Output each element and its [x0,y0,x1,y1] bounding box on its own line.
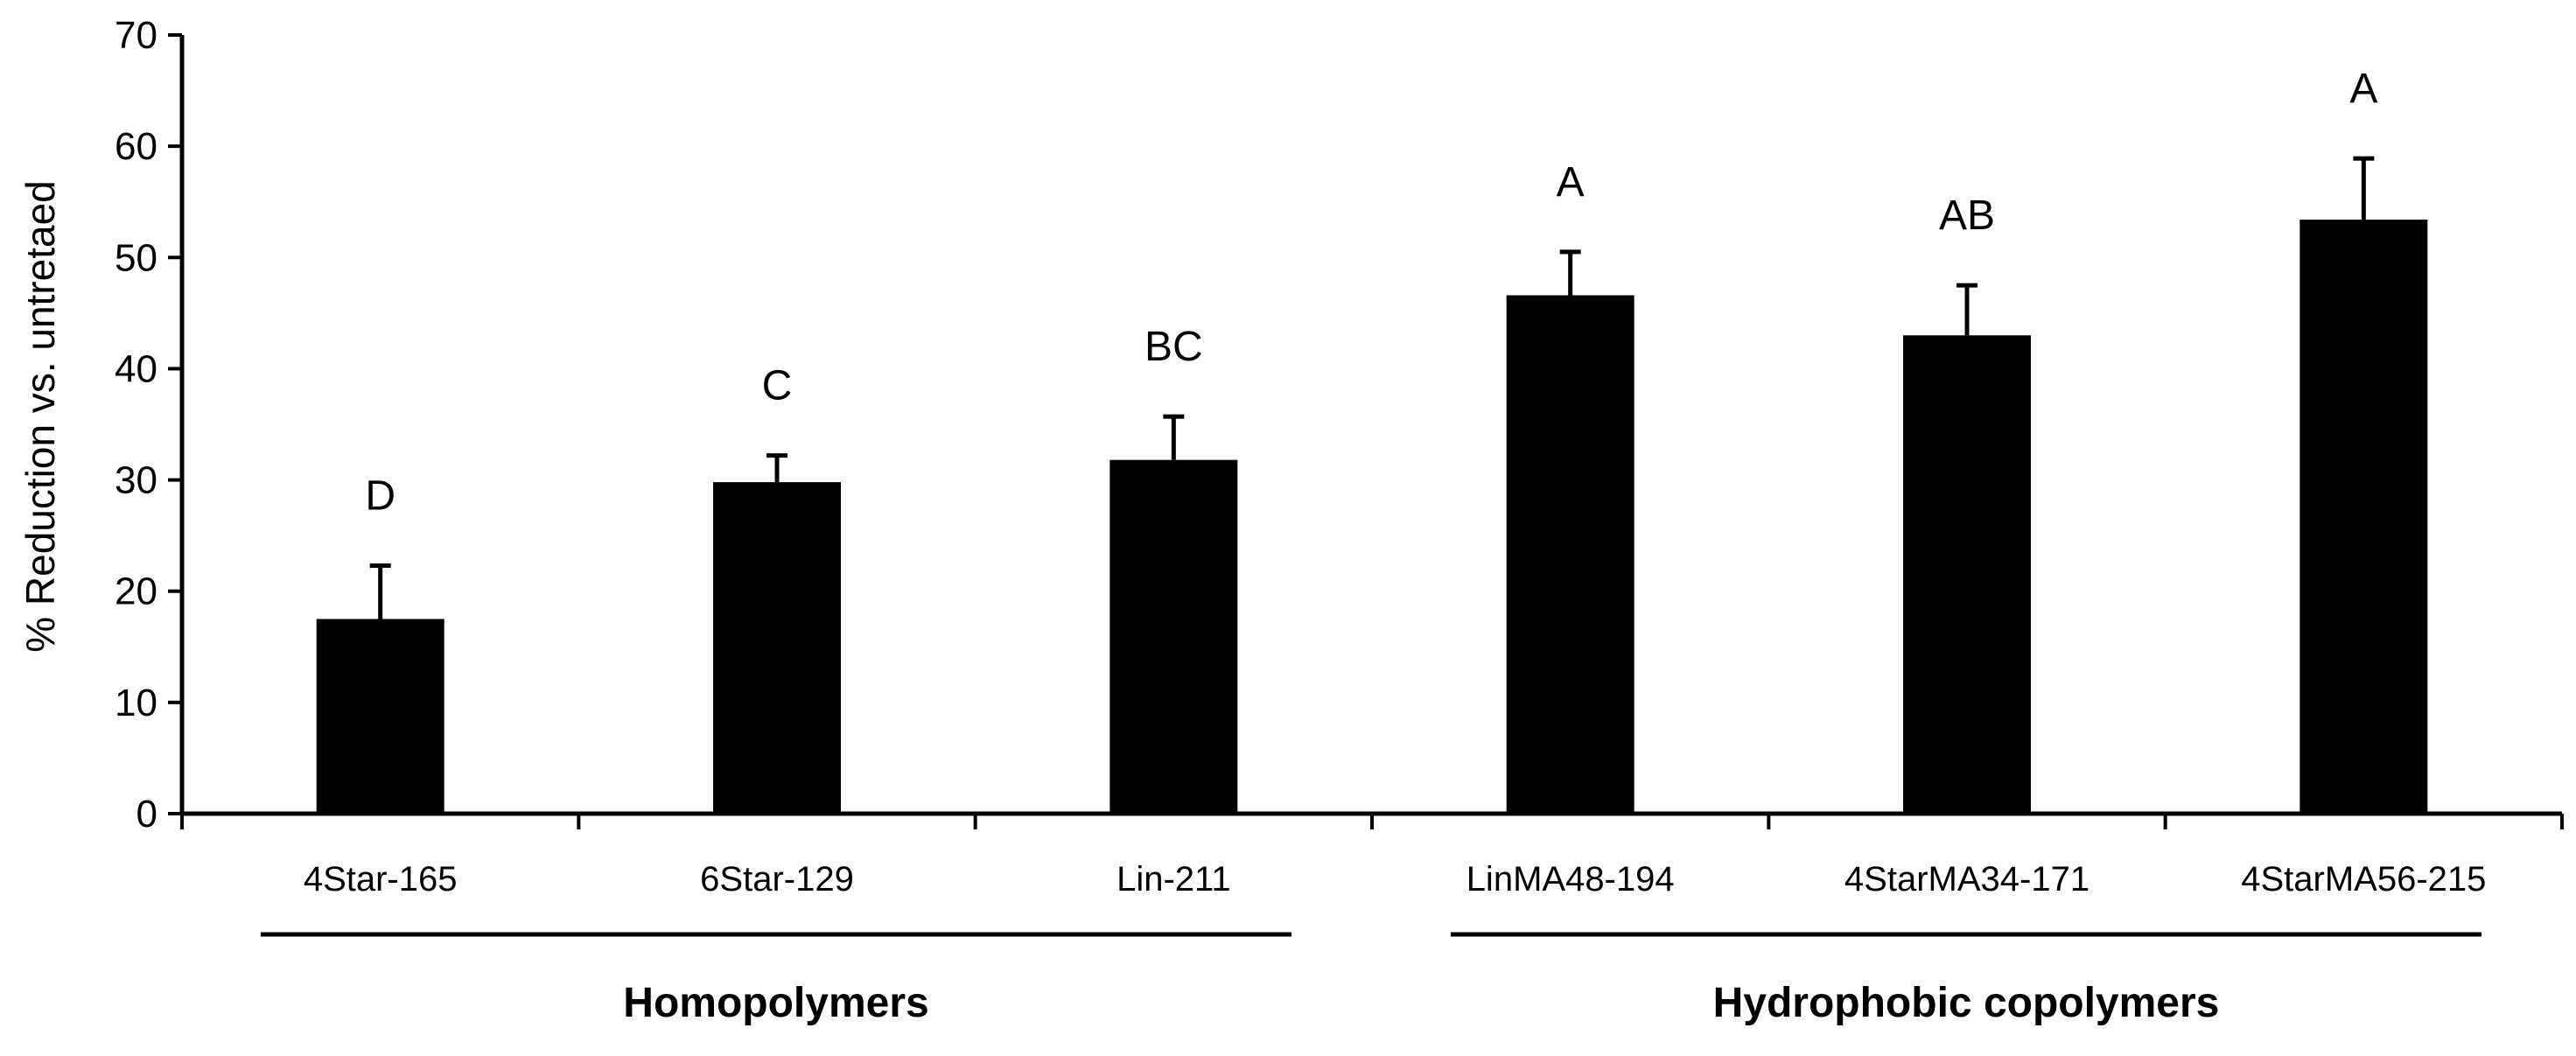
x-tick-label: 4StarMA34-171 [1844,860,2090,899]
bar [316,619,444,814]
y-axis-title: % Reduction vs. untretaed [18,180,63,653]
y-tick-label: 0 [136,793,158,836]
significance-letter: D [365,472,396,519]
y-tick-label: 60 [115,125,158,168]
bar [1110,459,1238,814]
y-tick-label: 30 [115,459,158,502]
significance-letter: BC [1144,324,1203,370]
x-tick-label: LinMA48-194 [1466,860,1675,899]
group-label: Homopolymers [623,980,928,1026]
x-tick-label: 4StarMA56-215 [2241,860,2486,899]
bar [1903,335,2031,814]
bar [2300,220,2428,815]
group-label: Hydrophobic copolymers [1713,980,2220,1026]
bar [713,482,841,814]
y-tick-label: 50 [115,236,158,279]
bar [1506,295,1634,814]
y-tick-label: 70 [115,14,158,57]
y-tick-label: 10 [115,682,158,724]
x-tick-label: 4Star-165 [304,860,458,899]
significance-letter: C [762,363,793,409]
y-tick-label: 40 [115,347,158,390]
significance-letter: A [1557,159,1585,206]
y-tick-label: 20 [115,570,158,613]
x-tick-label: 6Star-129 [700,860,854,899]
significance-letter: A [2349,66,2377,112]
significance-letter: AB [1939,192,1995,239]
x-tick-label: Lin-211 [1116,860,1230,899]
